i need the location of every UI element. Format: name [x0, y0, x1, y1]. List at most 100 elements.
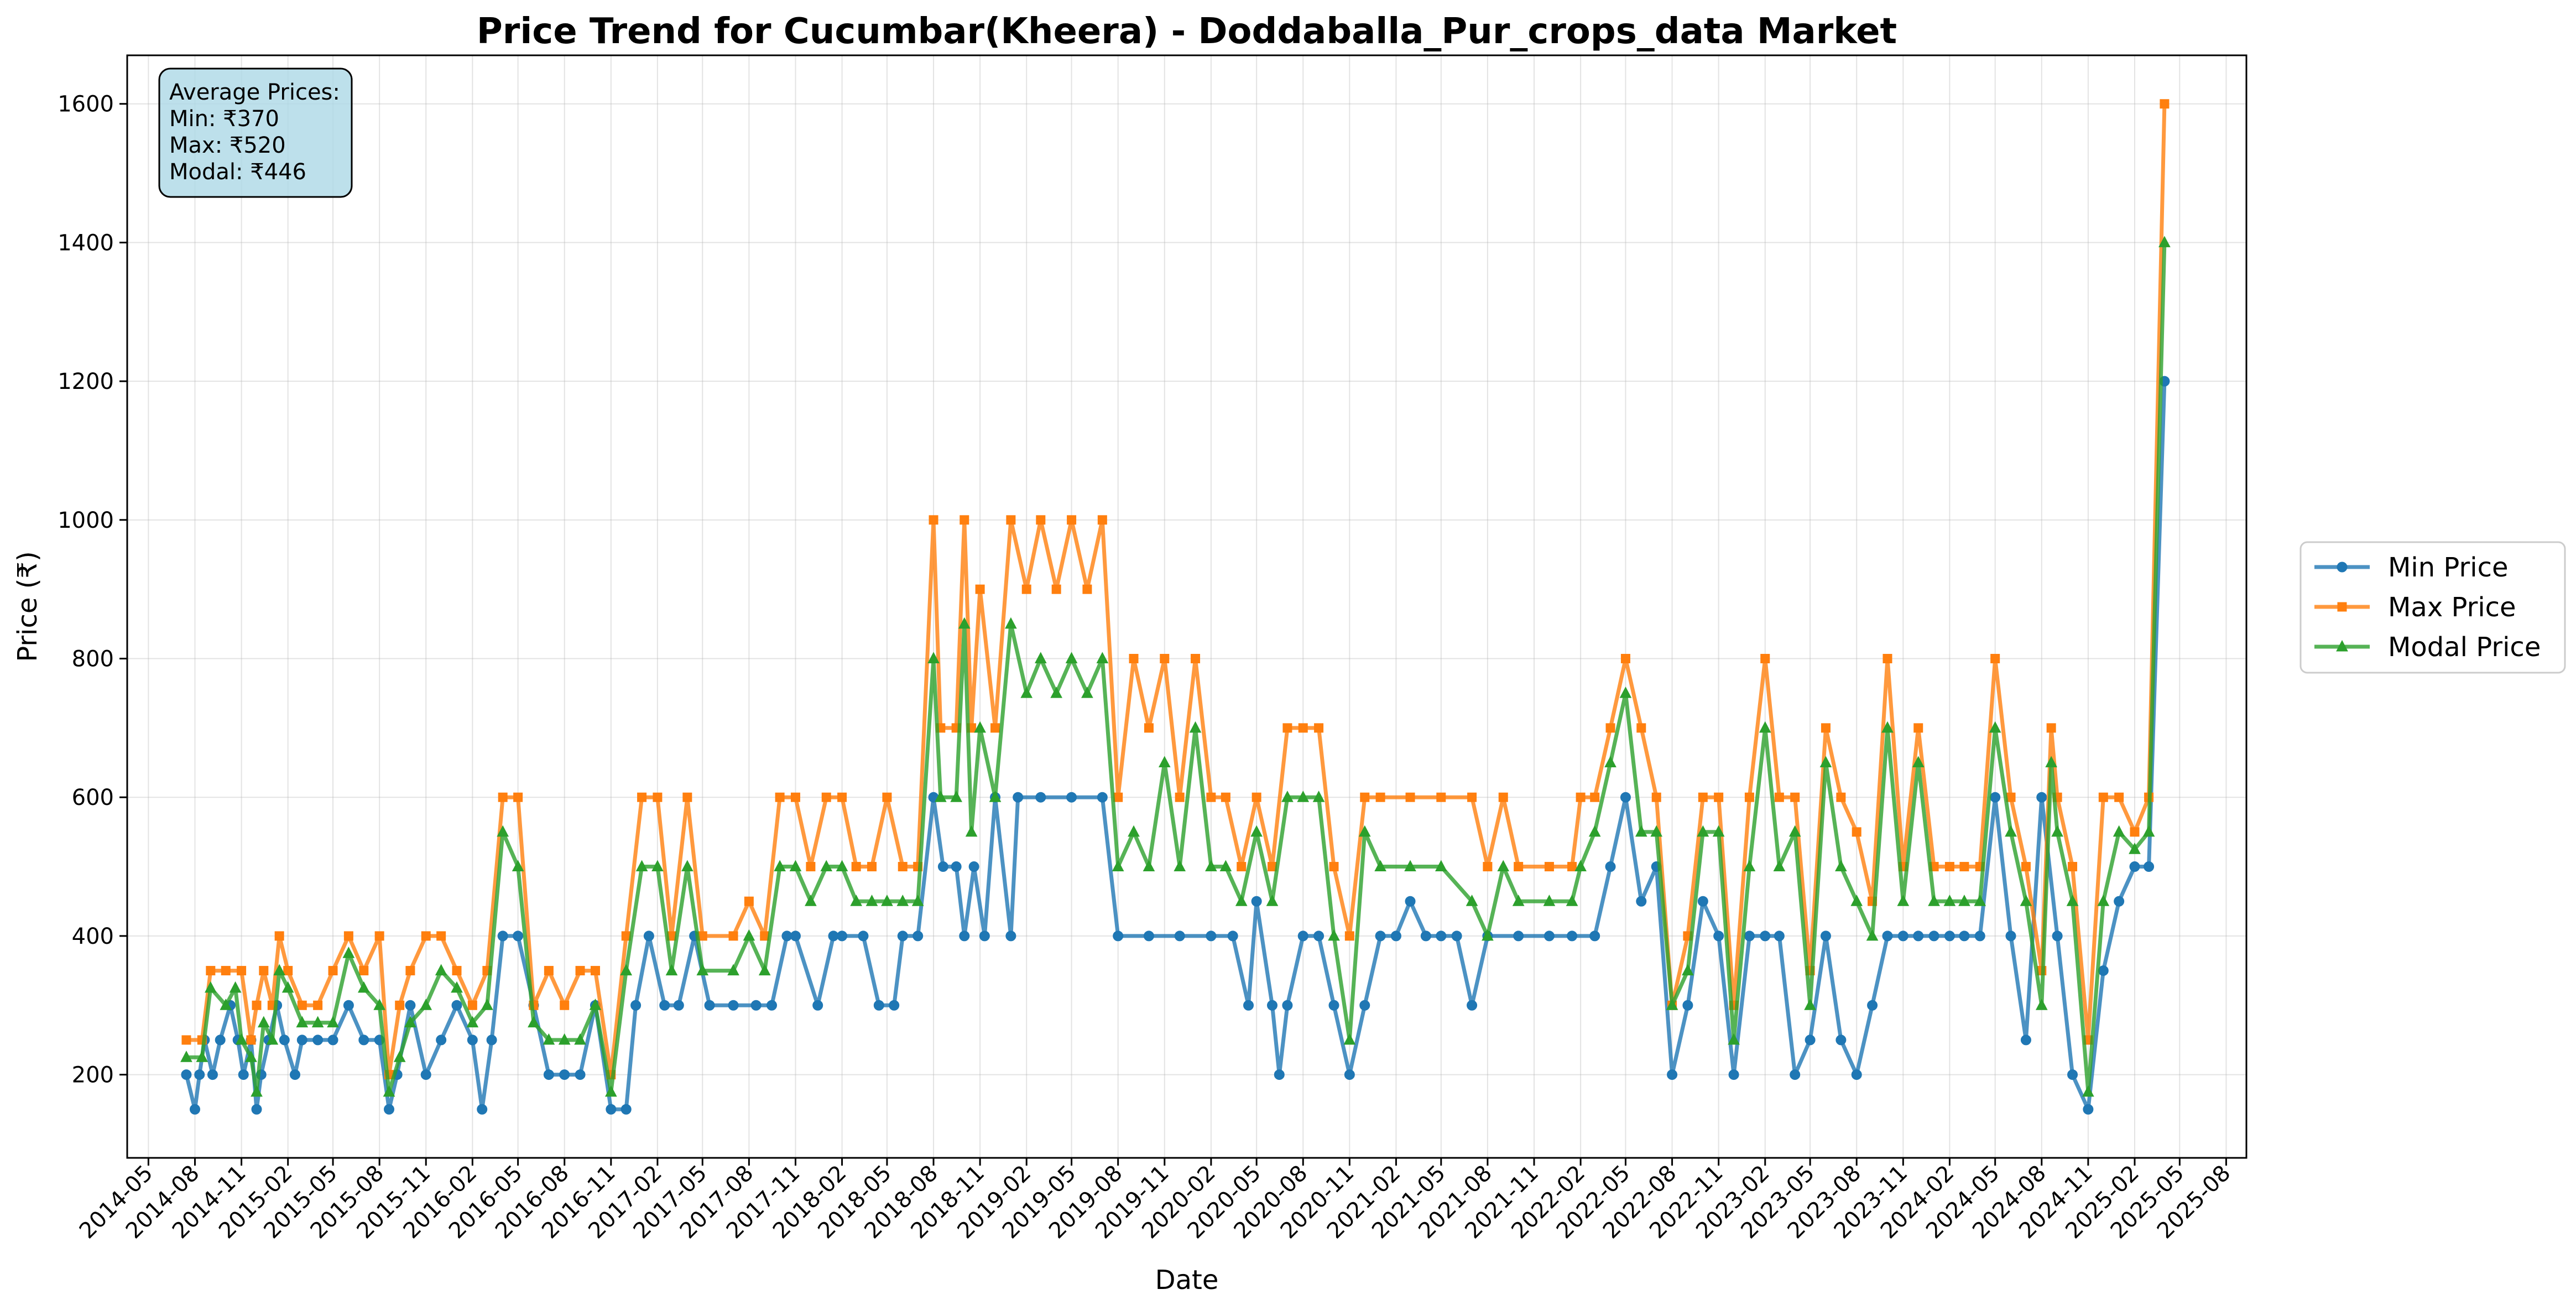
- data-point-max-price: [1883, 654, 1892, 664]
- data-point-max-price: [1483, 862, 1493, 872]
- data-point-min-price: [1851, 1069, 1862, 1080]
- data-point-min-price: [497, 930, 508, 942]
- data-point-modal-price: [257, 1016, 270, 1028]
- data-point-max-price: [343, 931, 353, 941]
- data-point-modal-price: [836, 860, 848, 872]
- data-point-max-price: [1636, 723, 1646, 733]
- data-point-modal-price: [1682, 964, 1694, 976]
- y-tick-label: 1000: [58, 508, 114, 533]
- data-point-min-price: [289, 1069, 300, 1080]
- data-point-max-price: [283, 966, 293, 976]
- data-point-modal-price: [2051, 825, 2063, 837]
- data-point-modal-price: [342, 947, 355, 958]
- legend-item-max-price[interactable]: Max Price: [2314, 592, 2516, 623]
- data-point-max-price: [929, 515, 938, 525]
- data-point-modal-price: [1604, 756, 1616, 768]
- data-point-max-price: [1282, 723, 1292, 733]
- data-point-min-price: [1344, 1069, 1355, 1080]
- data-point-min-price: [312, 1035, 324, 1046]
- data-point-min-price: [630, 1000, 642, 1011]
- data-point-min-price: [1143, 930, 1154, 942]
- data-point-min-price: [659, 1000, 670, 1011]
- data-point-max-price: [374, 931, 384, 941]
- data-point-modal-price: [1804, 999, 1816, 1010]
- data-point-modal-price: [620, 964, 633, 976]
- legend-item-modal-price[interactable]: Modal Price: [2314, 632, 2541, 663]
- data-point-modal-price: [589, 999, 602, 1010]
- data-point-max-price: [1698, 792, 1708, 802]
- data-point-modal-price: [1174, 860, 1186, 872]
- data-point-max-price: [1544, 862, 1554, 872]
- data-point-min-price: [837, 930, 848, 942]
- data-point-modal-price: [805, 895, 817, 906]
- data-point-max-price: [575, 966, 585, 976]
- data-point-min-price: [1713, 930, 1724, 942]
- data-point-modal-price: [451, 981, 463, 993]
- data-point-max-price: [975, 584, 985, 594]
- data-point-max-price: [1620, 654, 1630, 664]
- data-point-min-price: [1820, 930, 1831, 942]
- data-point-min-price: [1066, 792, 1077, 803]
- data-point-max-price: [1714, 792, 1724, 802]
- data-point-max-price: [297, 1000, 307, 1010]
- data-point-max-price: [274, 931, 284, 941]
- data-point-min-price: [2083, 1104, 2094, 1115]
- legend-label-max-price: Max Price: [2388, 592, 2516, 623]
- data-point-modal-price: [2097, 895, 2110, 906]
- data-point-modal-price: [1635, 825, 1647, 837]
- data-point-max-price: [1913, 723, 1923, 733]
- data-point-modal-price: [604, 1085, 617, 1097]
- data-point-max-price: [1467, 792, 1477, 802]
- data-point-max-price: [898, 862, 908, 872]
- data-point-modal-price: [1482, 929, 1494, 941]
- data-point-modal-price: [850, 895, 862, 906]
- data-point-max-price: [2021, 862, 2031, 872]
- data-point-max-price: [252, 1000, 262, 1010]
- data-point-modal-price: [974, 721, 986, 733]
- data-point-max-price: [1360, 792, 1370, 802]
- data-point-min-price: [2020, 1035, 2031, 1046]
- data-point-modal-price: [1743, 860, 1756, 872]
- legend-marker-shape: [2337, 602, 2347, 612]
- data-point-modal-price: [2129, 843, 2141, 854]
- data-point-min-price: [1297, 930, 1308, 942]
- data-point-modal-price: [789, 860, 802, 872]
- data-point-modal-price: [758, 964, 771, 976]
- data-point-min-price: [812, 1000, 823, 1011]
- data-point-max-price: [237, 966, 247, 976]
- data-point-max-price: [181, 1035, 191, 1045]
- data-point-max-price: [1006, 515, 1016, 525]
- data-point-modal-price: [635, 860, 648, 872]
- data-point-min-price: [1420, 930, 1431, 942]
- data-point-max-price: [544, 966, 554, 976]
- data-point-modal-price: [273, 964, 285, 976]
- data-point-modal-price: [665, 964, 678, 976]
- data-point-min-price: [1605, 861, 1616, 872]
- data-point-modal-price: [1128, 825, 1140, 837]
- average-modal-price: Modal: ₹446: [169, 159, 306, 185]
- data-point-max-price: [421, 931, 431, 941]
- data-point-min-price: [1928, 930, 1939, 942]
- data-point-min-price: [1097, 792, 1108, 803]
- legend-item-min-price[interactable]: Min Price: [2314, 552, 2509, 583]
- data-point-max-price: [2098, 792, 2108, 802]
- y-tick-label: 200: [72, 1063, 114, 1088]
- data-point-min-price: [1897, 930, 1908, 942]
- data-point-max-price: [1790, 792, 1800, 802]
- data-point-min-price: [2036, 792, 2047, 803]
- legend-marker-max-price: [2337, 602, 2347, 612]
- legend: Min Price Max Price Modal Price: [2299, 541, 2566, 674]
- data-point-min-price: [1636, 896, 1647, 907]
- data-point-modal-price: [2082, 1085, 2094, 1097]
- data-point-min-price: [215, 1035, 226, 1046]
- data-point-max-price: [2046, 723, 2056, 733]
- data-point-modal-price: [1358, 825, 1371, 837]
- data-point-modal-price: [296, 1016, 309, 1028]
- average-min-price: Min: ₹370: [169, 106, 279, 132]
- data-point-modal-price: [1281, 791, 1294, 802]
- data-point-modal-price: [2066, 895, 2079, 906]
- data-point-modal-price: [950, 791, 962, 802]
- data-point-modal-price: [1297, 791, 1310, 802]
- data-point-min-price: [750, 1000, 762, 1011]
